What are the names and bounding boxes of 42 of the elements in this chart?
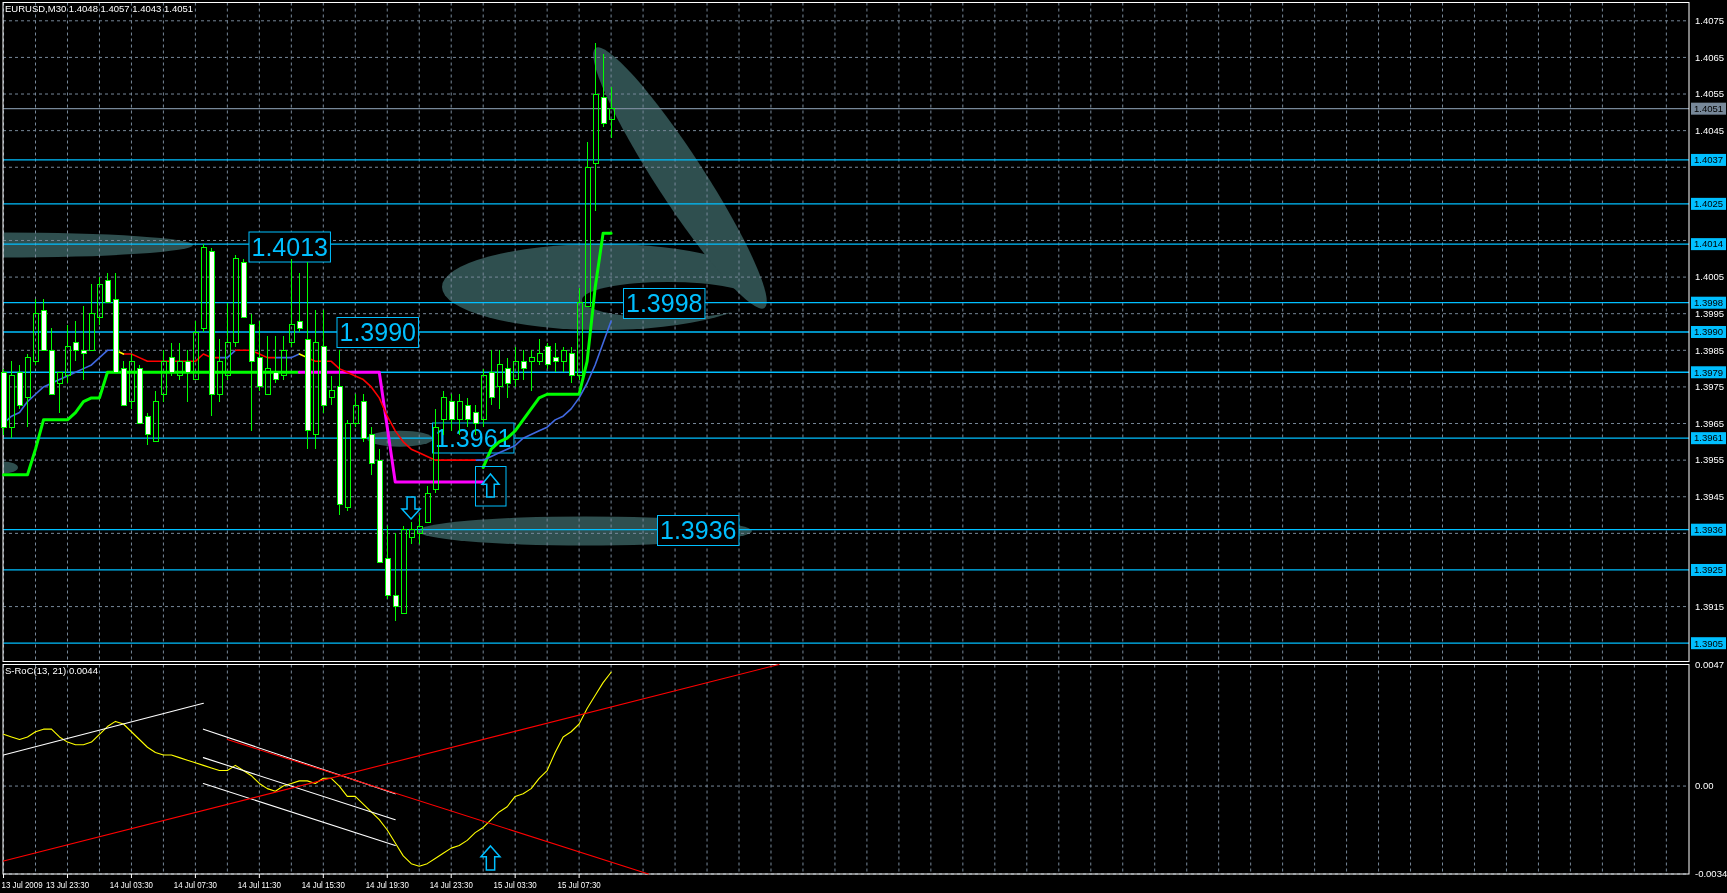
y-tick-label: 1.3955 [1695,454,1725,466]
x-tick-label: 14 Jul 07:30 [173,880,221,891]
y-tick-label: 1.3945 [1695,491,1725,503]
annotation: 1.3936 [660,516,737,545]
ref-line-label: 1.3925 [1694,564,1724,576]
ref-line-label: 1.3979 [1694,366,1724,378]
y-tick-label: 1.3975 [1695,381,1725,393]
y-tick-label: 1.3995 [1695,308,1725,320]
annotation: 1.4013 [251,232,328,261]
y-tick-label: 0.00 [1695,780,1714,792]
y-tick-label: 1.4065 [1695,51,1725,63]
x-tick-label: 14 Jul 23:30 [429,880,476,891]
y-tick-label: 0.0047 [1695,658,1725,670]
ref-line-label: 1.3961 [1694,432,1724,444]
x-tick-label: 15 Jul 07:30 [557,880,604,891]
ref-line-label: 1.4014 [1694,238,1724,250]
ref-line-label: 1.4025 [1694,198,1724,210]
y-tick-label: 1.4045 [1695,124,1725,136]
y-tick-label: 1.4075 [1695,15,1725,27]
ref-line-label: 1.4051 [1694,103,1724,114]
y-tick-label: 1.3915 [1695,600,1725,612]
annotation: 1.3990 [339,318,416,347]
annotation: 1.3998 [626,289,703,318]
ref-line-label: 1.3998 [1694,297,1724,309]
x-tick-label: 14 Jul 03:30 [109,880,157,891]
x-tick-label: 14 Jul 11:30 [237,880,284,891]
y-tick-label: 1.3985 [1695,344,1725,356]
x-tick-label: 13 Jul 2009 [1,880,46,891]
x-tick-label: 14 Jul 19:30 [365,880,412,891]
y-tick-label: -0.0034 [1695,868,1727,880]
y-tick-label: 1.4055 [1695,88,1725,100]
ref-line-label: 1.3905 [1694,637,1724,649]
x-tick-label: 13 Jul 23:30 [45,880,93,891]
ref-line-label: 1.3936 [1694,524,1724,536]
x-tick-label: 15 Jul 03:30 [493,880,540,891]
chart-title: S-RoC(13, 21) 0.0044 [5,665,98,676]
ref-line-label: 1.3990 [1694,326,1724,338]
x-tick-label: 14 Jul 15:30 [301,880,349,891]
chart-title: EURUSD,M30 1.4048 1.4057 1.4043 1.4051 [5,3,194,14]
y-tick-label: 1.3965 [1695,417,1725,429]
ref-line-label: 1.4037 [1694,154,1724,166]
y-tick-label: 1.4005 [1695,271,1725,283]
